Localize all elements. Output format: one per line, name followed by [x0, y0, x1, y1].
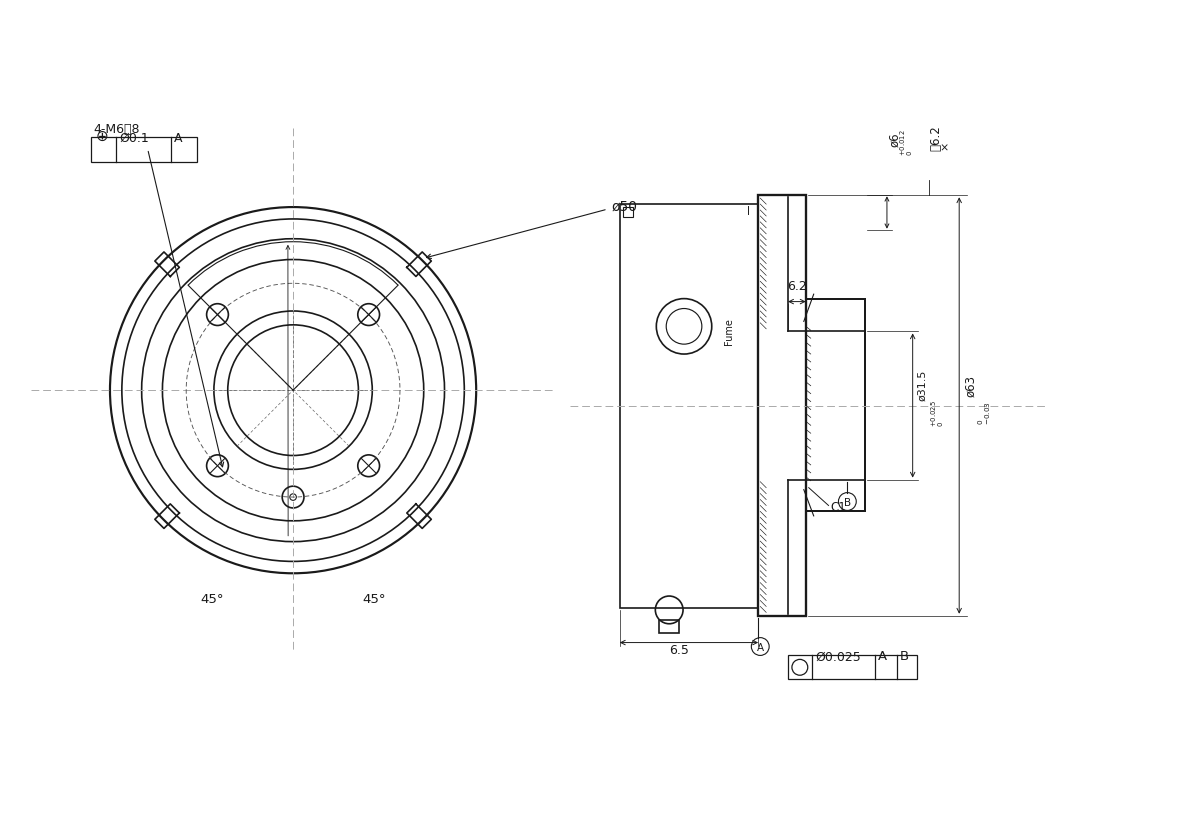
Text: ×: ×: [940, 140, 949, 150]
Text: ø63: ø63: [965, 374, 978, 396]
Text: B: B: [900, 650, 909, 663]
Text: $^{+0.012}_{0}$: $^{+0.012}_{0}$: [898, 129, 915, 155]
Bar: [623, 207, 632, 217]
Text: A: A: [878, 650, 888, 663]
Text: Ø0.1: Ø0.1: [119, 132, 149, 145]
Bar: [619, 204, 759, 608]
Text: $^{+0.025}_{0}$: $^{+0.025}_{0}$: [929, 400, 947, 427]
Text: 4-M6深8: 4-M6深8: [93, 123, 139, 136]
Bar: [788, 655, 916, 679]
Text: $^{0}_{-0.03}$: $^{0}_{-0.03}$: [976, 401, 993, 426]
Text: ø6: ø6: [889, 132, 902, 147]
Bar: [759, 195, 806, 616]
Text: Fume: Fume: [723, 317, 734, 344]
Text: A: A: [174, 132, 183, 145]
Circle shape: [284, 488, 303, 507]
Text: ø50: ø50: [612, 199, 638, 213]
Bar: [806, 299, 865, 511]
Text: A: A: [756, 643, 764, 653]
Text: C1: C1: [831, 501, 846, 514]
Text: 6.2: 6.2: [787, 280, 807, 293]
Text: Ø0.025: Ø0.025: [816, 650, 862, 663]
Text: 深6.2: 深6.2: [929, 125, 942, 151]
Bar: [660, 619, 680, 632]
Bar: [91, 137, 197, 161]
Text: ⊕: ⊕: [95, 129, 108, 144]
Text: ø31.5: ø31.5: [917, 370, 928, 401]
Text: 45°: 45°: [363, 593, 387, 606]
Text: 45°: 45°: [200, 593, 223, 606]
Text: 6.5: 6.5: [669, 645, 689, 658]
Text: B: B: [844, 498, 851, 508]
